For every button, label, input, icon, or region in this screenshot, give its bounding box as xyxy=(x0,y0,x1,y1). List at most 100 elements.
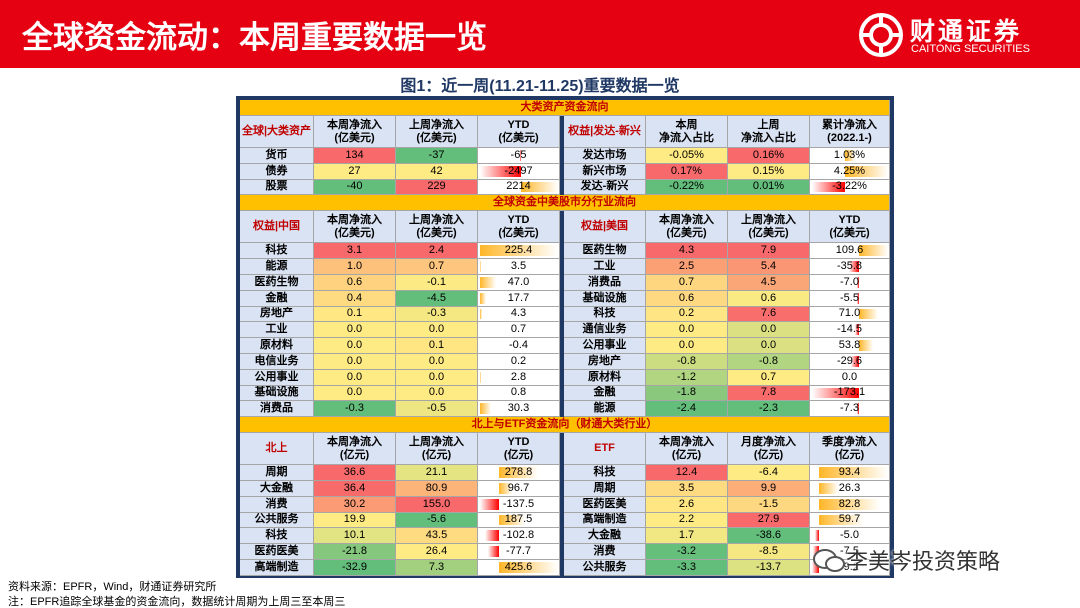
row-label: 科技 xyxy=(240,243,314,260)
heat-cell: 7.9 xyxy=(728,243,810,260)
heat-cell: 0.6 xyxy=(728,290,810,307)
data-bar xyxy=(818,467,888,478)
section-title-text: 北上与ETF资金流向（财通大类行业） xyxy=(471,418,658,431)
watermark: 李美岑投资策略 xyxy=(846,549,1001,574)
heat-cell: -0.5 xyxy=(396,401,478,418)
heat-cell: 27 xyxy=(314,163,396,180)
heat-cell: 30.2 xyxy=(314,496,396,513)
column-header-text: ETF xyxy=(594,442,615,455)
cell-value: 96.7 xyxy=(507,481,530,494)
data-bar xyxy=(480,277,497,288)
column-header-text: 净流入占比 xyxy=(741,131,796,144)
column-header-text: (亿美元) xyxy=(416,226,457,239)
heat-cell: 5.4 xyxy=(728,259,810,275)
row-label-text: 医药医美 xyxy=(582,497,627,510)
cell-value: 7.3 xyxy=(428,560,445,573)
heat-cell: -0.05% xyxy=(646,148,728,164)
bar-cell: 53.8 xyxy=(810,338,890,354)
heat-cell: 80.9 xyxy=(396,481,478,497)
row-label: 医药生物 xyxy=(564,243,646,260)
data-bar xyxy=(856,277,859,288)
cell-value: 0.6 xyxy=(346,275,363,288)
cell-value: 187.5 xyxy=(504,513,533,526)
column-header-text: 本周净流入 xyxy=(327,213,382,226)
column-header-text: 北上 xyxy=(265,442,288,455)
cell-value: 21.1 xyxy=(425,466,448,479)
data-bar xyxy=(815,530,819,542)
watermark-icon xyxy=(813,549,845,572)
cell-value: 0.7 xyxy=(428,260,445,273)
cell-value: -6.4 xyxy=(759,466,778,479)
heat-cell: -0.1 xyxy=(396,275,478,291)
column-header: YTD (亿元) xyxy=(478,433,560,466)
heat-cell: 36.6 xyxy=(314,465,396,481)
cell-value: 26.3 xyxy=(838,481,861,494)
row-label-text: 股票 xyxy=(265,180,288,193)
row-label-text: 周期 xyxy=(265,466,288,479)
column-header: 上周净流入 (亿美元) xyxy=(396,211,478,244)
bar-cell: -7.3 xyxy=(810,401,890,418)
row-label-text: 消费品 xyxy=(260,402,293,415)
column-header: 权益|美国 xyxy=(564,211,646,244)
data-bar xyxy=(844,150,856,161)
cell-value: 43.5 xyxy=(425,529,448,542)
bar-cell: 225.4 xyxy=(478,243,560,260)
heat-cell: 26.4 xyxy=(396,544,478,560)
cell-value: 0.2 xyxy=(678,307,695,320)
column-header: 本周净流入 (亿元) xyxy=(314,433,396,466)
cell-value: -0.4 xyxy=(509,339,528,352)
row-label: 高端制造 xyxy=(564,512,646,529)
cell-value: 0.7 xyxy=(510,323,527,336)
heat-cell: 0.7 xyxy=(646,275,728,291)
row-label: 消费品 xyxy=(240,401,314,418)
row-label-text: 基础设施 xyxy=(582,291,627,304)
logo-text: 财通证券 xyxy=(910,18,1023,46)
row-label-text: 高端制造 xyxy=(254,560,299,573)
cell-value: 4.3 xyxy=(678,244,695,257)
bar-cell: 71.0 xyxy=(810,306,890,323)
data-bar xyxy=(818,483,839,494)
heat-cell: -2.4 xyxy=(646,401,728,418)
cell-value: -5.0 xyxy=(840,529,859,542)
cell-value: 0.0 xyxy=(346,323,363,336)
bar-cell: -14.5 xyxy=(810,322,890,339)
heat-cell: 4.5 xyxy=(728,275,810,291)
cell-value: -0.8 xyxy=(759,354,778,367)
heat-cell: 0.0 xyxy=(646,322,728,339)
row-label-text: 公共服务 xyxy=(254,513,299,526)
bar-cell: -173.1 xyxy=(810,385,890,402)
column-header: 本周净流入 (亿元) xyxy=(646,433,728,466)
data-bar xyxy=(818,498,881,510)
column-header: 上周净流入 (亿元) xyxy=(396,433,478,466)
column-header: YTD (亿美元) xyxy=(478,116,560,148)
cell-value: 7.6 xyxy=(760,307,777,320)
bar-cell: 4.25% xyxy=(810,163,890,180)
data-bar xyxy=(499,483,513,494)
cell-value: 26.4 xyxy=(425,545,448,558)
column-header: 月度净流入 (亿元) xyxy=(728,433,810,466)
data-bar xyxy=(856,403,859,415)
column-header-text: 月度净流入 xyxy=(741,435,796,448)
row-label-text: 电信业务 xyxy=(254,354,299,367)
heat-cell: 0.1 xyxy=(396,338,478,354)
data-bar xyxy=(499,562,558,573)
cell-value: -13.7 xyxy=(755,560,782,573)
bar-cell: -29.6 xyxy=(810,354,890,370)
data-bar xyxy=(811,562,819,573)
heat-cell: -1.8 xyxy=(646,385,728,402)
row-label: 货币 xyxy=(240,148,314,164)
data-bar xyxy=(850,356,859,367)
cell-value: 27.9 xyxy=(757,513,780,526)
heat-cell: 0.17% xyxy=(646,163,728,180)
bar-cell: -137.5 xyxy=(478,496,560,513)
cell-value: 0.4 xyxy=(346,291,363,304)
heat-cell: 0.1 xyxy=(314,306,396,323)
cell-value: 30.3 xyxy=(507,402,530,415)
heat-cell: 0.0 xyxy=(314,338,396,354)
row-label: 能源 xyxy=(564,401,646,418)
bar-cell: -3.22% xyxy=(810,179,890,196)
heat-cell: 0.0 xyxy=(314,322,396,339)
column-header: 上周净流入 (亿美元) xyxy=(728,211,810,244)
bar-cell: 0.0 xyxy=(810,369,890,386)
cell-value: 3.5 xyxy=(678,481,695,494)
